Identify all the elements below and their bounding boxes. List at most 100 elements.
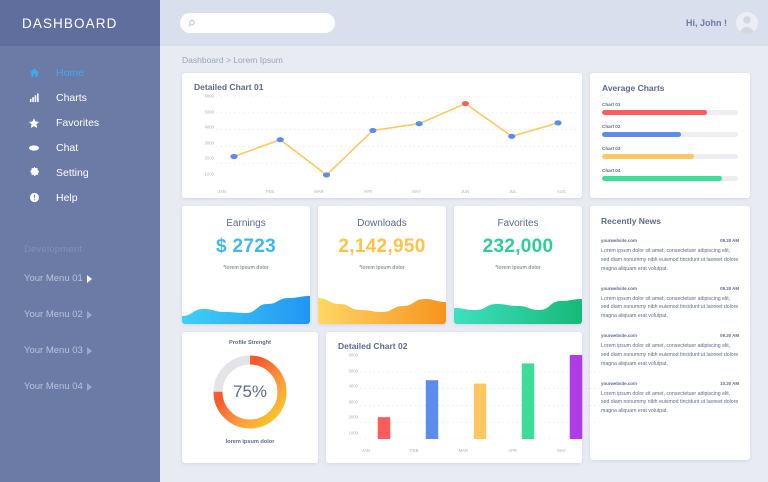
news-item[interactable]: yourwebsite.com 10.20 AM Lorem ipsum dol… xyxy=(601,381,739,417)
x-tick-label: JUL xyxy=(509,189,517,194)
x-tick-label: JAN xyxy=(362,448,370,453)
app-brand: DASHBOARD xyxy=(0,0,160,46)
card-subtitle: lorem ipsum dolor xyxy=(225,439,275,445)
progress-track xyxy=(602,154,738,159)
bar-chart: 6000 5000 4000 3000 2000 1000 JAN FEB MAR APR MAY xyxy=(338,353,600,459)
news-item[interactable]: yourwebsite.com 09.20 AM Lorem ipsum dol… xyxy=(601,333,739,369)
progress-fill xyxy=(602,154,695,159)
content-grid: Detailed Chart 01 6000 5000 4000 3000 2000 10… xyxy=(160,73,768,463)
line-chart: 6000 5000 4000 3000 2000 1000 JAN FEB MAR APR MAY… xyxy=(194,93,576,194)
avatar[interactable] xyxy=(736,12,758,34)
sidebar-item-favorites[interactable]: Favorites xyxy=(0,110,160,135)
avg-bar-label: Chart 02 xyxy=(602,124,621,129)
user-greeting: Hi, John ! xyxy=(686,18,727,28)
sidebar-submenu-03[interactable]: Your Menu 03 xyxy=(0,338,160,363)
sidebar-item-label: Setting xyxy=(56,166,89,179)
y-tick-label: 1000 xyxy=(348,430,358,436)
stat-label: Earnings xyxy=(226,218,266,229)
x-tick-label: MAR xyxy=(458,448,468,453)
search-box[interactable] xyxy=(180,13,335,33)
profile-strength-card: Profile Strenght xyxy=(182,332,318,463)
stat-card-downloads[interactable]: Downloads 2,142,950 *lorem ipsum dolor xyxy=(318,206,446,324)
chat-bubble-icon xyxy=(24,142,44,154)
top-bar: Hi, John ! xyxy=(160,0,768,46)
news-time: 10.20 AM xyxy=(720,380,739,386)
home-icon xyxy=(24,67,44,78)
caret-right-icon xyxy=(87,382,92,391)
sidebar-item-charts[interactable]: Charts xyxy=(0,85,160,110)
progress-fill xyxy=(602,110,707,115)
x-axis-labels: JAN FEB MAR APR MAY JUN JUL AUG xyxy=(218,189,566,194)
sidebar-item-setting[interactable]: Setting xyxy=(0,160,160,185)
y-tick-label: 4000 xyxy=(348,383,358,389)
bar-chart-plot xyxy=(360,355,600,439)
news-source: yourwebsite.com xyxy=(601,238,637,243)
sidebar-item-label: Chat xyxy=(56,141,79,154)
caret-right-icon xyxy=(87,346,92,355)
card-title: Detailed Chart 02 xyxy=(338,341,408,351)
news-head: yourwebsite.com 10.20 AM xyxy=(601,381,739,386)
news-item[interactable]: yourwebsite.com 09.20 AM Lorem ipsum dol… xyxy=(601,286,739,322)
x-tick-label: JUN xyxy=(461,189,470,194)
bottom-row: Profile Strenght xyxy=(182,332,600,463)
news-head: yourwebsite.com 09.20 AM xyxy=(601,238,739,243)
news-body: Lorem ipsum dolor sit amet, consectetuer… xyxy=(601,390,739,415)
chart-bars-icon xyxy=(24,92,44,103)
main-area: Hi, John ! Dashboard > Lorem Ipsum Detai… xyxy=(160,0,768,482)
y-tick-label: 4000 xyxy=(204,124,214,130)
avg-bar-row: Chart 02 xyxy=(602,124,738,137)
progress-track xyxy=(602,176,738,181)
news-body: Lorem ipsum dolor sit amet, consectetuer… xyxy=(601,295,739,320)
search-input[interactable] xyxy=(202,18,320,28)
sidebar-item-label: Charts xyxy=(56,91,87,104)
progress-fill xyxy=(602,132,681,137)
average-charts-card: Average Charts Chart 01 Chart 02 Chart 0… xyxy=(590,73,750,198)
line-chart-plot xyxy=(216,96,576,180)
news-item[interactable]: yourwebsite.com 09.20 AM Lorem ipsum dol… xyxy=(601,238,739,274)
caret-right-icon xyxy=(87,310,92,319)
sparkline-area xyxy=(318,298,446,324)
card-title: Detailed Chart 01 xyxy=(194,82,264,92)
sidebar-submenu-04[interactable]: Your Menu 04 xyxy=(0,374,160,399)
donut-chart: 75% xyxy=(209,351,291,433)
right-column: Average Charts Chart 01 Chart 02 Chart 0… xyxy=(590,73,750,463)
gear-icon xyxy=(24,167,44,178)
avg-bar-row: Chart 03 xyxy=(602,146,738,159)
stat-card-earnings[interactable]: Earnings $ 2723 *lorem ipsum dolor xyxy=(182,206,310,324)
sidebar-item-label: Help xyxy=(56,191,78,204)
stat-value: 2,142,950 xyxy=(338,236,426,257)
breadcrumb[interactable]: Dashboard > Lorem Ipsum xyxy=(182,55,283,65)
sidebar-submenu-label: Your Menu 04 xyxy=(24,381,83,392)
x-tick-label: AUG xyxy=(556,189,566,194)
avg-bar-row: Chart 01 xyxy=(602,102,738,115)
search-icon xyxy=(188,19,197,28)
stat-card-favorites[interactable]: Favorites 232,000 *lorem ipsum dolor xyxy=(454,206,582,324)
news-time: 09.20 AM xyxy=(720,285,739,291)
news-head: yourwebsite.com 09.20 AM xyxy=(601,286,739,291)
progress-track xyxy=(602,132,738,137)
sidebar-submenu-01[interactable]: Your Menu 01 xyxy=(0,266,160,291)
recently-news-card: Recently News yourwebsite.com 09.20 AM L… xyxy=(590,206,750,460)
sidebar-item-home[interactable]: Home xyxy=(0,60,160,85)
news-time: 09.20 AM xyxy=(720,238,739,243)
sidebar-submenu-02[interactable]: Your Menu 02 xyxy=(0,302,160,327)
detailed-chart-02-card: Detailed Chart 02 6000 5000 4000 3000 2000 10… xyxy=(326,332,600,463)
x-tick-label: APR xyxy=(363,189,373,194)
news-head: yourwebsite.com 09.20 AM xyxy=(601,333,739,338)
x-tick-label: MAY xyxy=(412,189,422,194)
y-axis-labels: 6000 5000 4000 3000 2000 1000 xyxy=(194,93,214,177)
stat-sub: *lorem ipsum dolor xyxy=(495,265,541,271)
stat-label: Downloads xyxy=(357,218,407,229)
x-tick-label: MAR xyxy=(314,189,324,194)
news-source: yourwebsite.com xyxy=(601,380,637,386)
sidebar-nav: Home Charts Favorites Chat xyxy=(0,60,160,210)
user-avatar-icon xyxy=(740,16,754,34)
sidebar-item-help[interactable]: Help xyxy=(0,185,160,210)
y-tick-label: 6000 xyxy=(204,93,214,99)
x-tick-label: APR xyxy=(508,448,517,453)
caret-right-icon xyxy=(87,274,92,283)
sparkline-area xyxy=(454,299,582,324)
user-area[interactable]: Hi, John ! xyxy=(686,12,758,34)
sidebar-item-chat[interactable]: Chat xyxy=(0,135,160,160)
